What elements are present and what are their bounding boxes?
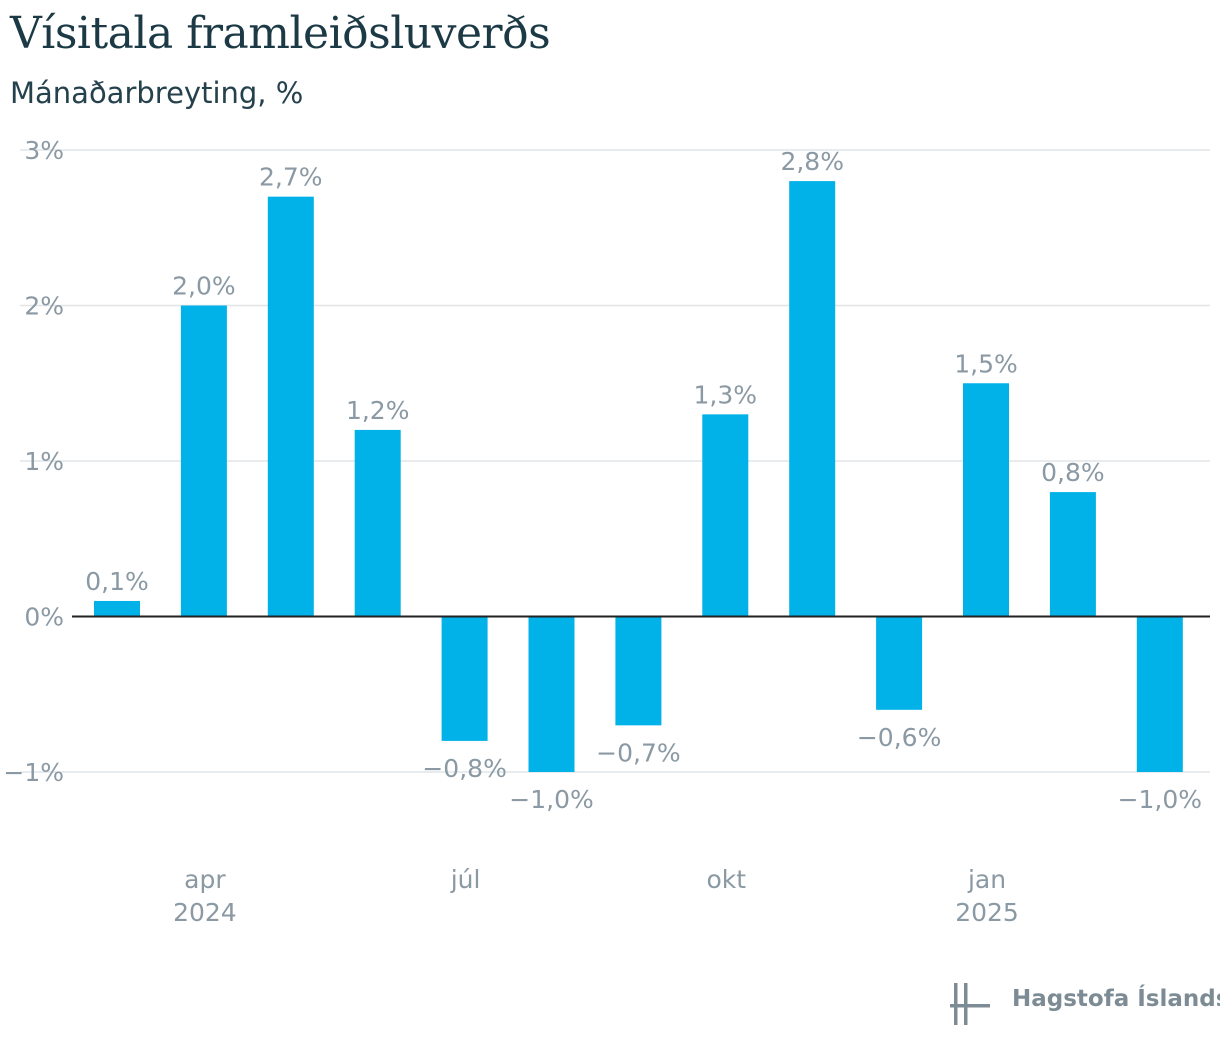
bar — [528, 616, 575, 772]
chart-title: Vísitala framleiðsluverðs — [10, 8, 551, 59]
bar — [1049, 492, 1096, 617]
data-label: −0,7% — [596, 738, 680, 767]
x-tick-label: júl — [450, 865, 481, 894]
bar — [615, 616, 662, 726]
bar — [702, 414, 749, 617]
data-label: −0,8% — [422, 754, 506, 783]
data-label: −0,6% — [857, 723, 941, 752]
bar — [789, 181, 836, 617]
y-tick-label: 1% — [24, 447, 64, 476]
data-label: 1,3% — [694, 380, 758, 409]
data-label: −1,0% — [509, 785, 593, 814]
bar — [180, 305, 227, 617]
y-tick-label: 3% — [24, 136, 64, 165]
y-tick-label: 2% — [24, 292, 64, 321]
data-label: 0,1% — [85, 567, 149, 596]
data-label: 0,8% — [1041, 458, 1105, 487]
logo-text: Hagstofa Íslands — [1012, 986, 1220, 1012]
bar — [267, 196, 314, 617]
bar-chart: 3%2%1%0%−1%0,1%2,0%2,7%1,2%−0,8%−1,0%−0,… — [3, 136, 1210, 927]
bar — [441, 616, 488, 741]
x-tick-year-label: 2025 — [955, 898, 1019, 927]
data-label: −1,0% — [1118, 785, 1202, 814]
data-label: 1,2% — [346, 396, 410, 425]
x-tick-label: jan — [967, 865, 1006, 894]
x-tick-year-label: 2024 — [173, 898, 237, 927]
x-tick-label: apr — [184, 865, 226, 894]
y-tick-label: 0% — [24, 603, 64, 632]
bar — [1136, 616, 1183, 772]
hagstofa-logo: Hagstofa Íslands — [950, 980, 1220, 1030]
data-label: 1,5% — [954, 349, 1018, 378]
bar — [963, 383, 1009, 617]
bar — [94, 600, 140, 617]
data-label: 2,0% — [172, 272, 236, 301]
bar — [354, 429, 401, 617]
y-tick-label: −1% — [3, 758, 64, 787]
hagstofa-logo-icon — [950, 983, 990, 1025]
data-label: 2,8% — [780, 147, 844, 176]
bar — [876, 616, 923, 710]
x-tick-label: okt — [707, 865, 747, 894]
chart-subtitle: Mánaðarbreyting, % — [10, 76, 304, 110]
data-label: 2,7% — [259, 163, 323, 192]
